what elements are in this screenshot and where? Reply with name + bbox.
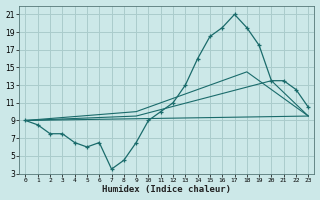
X-axis label: Humidex (Indice chaleur): Humidex (Indice chaleur) — [102, 185, 231, 194]
